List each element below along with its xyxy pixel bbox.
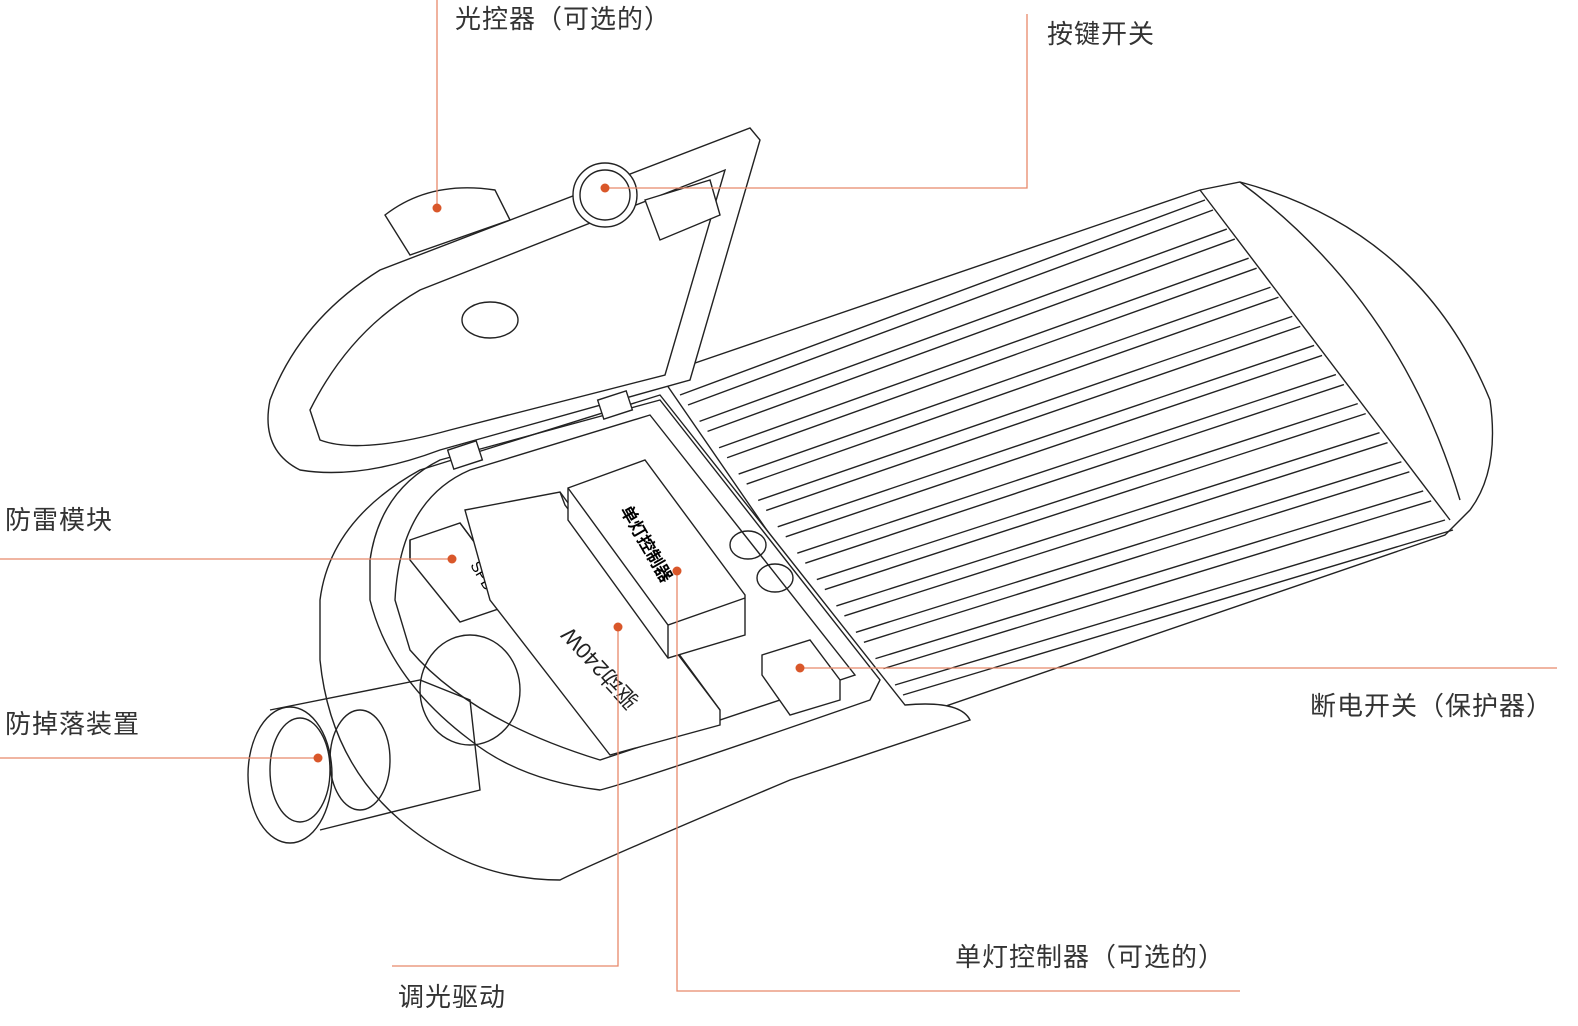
heatsink-fin bbox=[797, 373, 1345, 564]
label-dimming-driver: 调光驱动 bbox=[398, 983, 507, 1013]
heatsink-fin bbox=[738, 286, 1279, 485]
label-photocontroller: 光控器（可选的） bbox=[455, 5, 672, 35]
heatsink-fin bbox=[855, 461, 1410, 643]
heatsink-fin bbox=[777, 344, 1323, 538]
heatsink bbox=[658, 181, 1494, 721]
label-push-switch: 按键开关 bbox=[1047, 20, 1156, 50]
heatsink-fin bbox=[836, 432, 1388, 617]
heatsink-fin bbox=[757, 315, 1301, 512]
controller-box: 单灯控制器 bbox=[567, 459, 746, 659]
label-breaker: 断电开关（保护器） bbox=[1310, 692, 1554, 722]
cable-glands bbox=[729, 530, 794, 593]
breaker-switch bbox=[761, 639, 841, 716]
heatsink-fin bbox=[875, 490, 1432, 670]
lid bbox=[267, 127, 761, 474]
heatsink-fin bbox=[816, 402, 1366, 591]
heatsink-fin bbox=[718, 257, 1257, 459]
label-anti-drop: 防掉落装置 bbox=[5, 710, 141, 740]
label-single-lamp-controller: 单灯控制器（可选的） bbox=[955, 943, 1226, 973]
anti-drop-device bbox=[247, 634, 521, 844]
heatsink-fin bbox=[679, 199, 1214, 406]
heatsink-fin bbox=[699, 228, 1236, 433]
leader-lines bbox=[0, 0, 1557, 992]
label-surge-module: 防雷模块 bbox=[5, 506, 114, 536]
